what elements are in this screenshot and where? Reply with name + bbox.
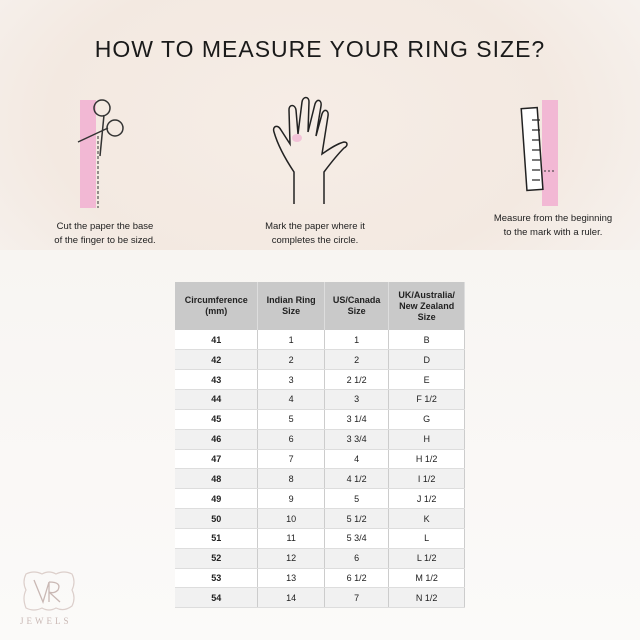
table-cell: 46 (175, 429, 259, 450)
table-cell: 54 (175, 587, 259, 609)
hand-icon (272, 96, 348, 204)
table-cell: L (388, 528, 465, 549)
table-cell: 7 (257, 449, 325, 470)
step-2-caption: Mark the paper where it completes the ci… (240, 220, 390, 248)
column-header: US/Canada Size (324, 282, 390, 330)
table-cell: 3 (257, 369, 325, 391)
caption-line: Cut the paper the base (56, 221, 154, 232)
ruler-icon (520, 100, 558, 206)
table-cell: 44 (175, 389, 259, 410)
table-cell: G (388, 409, 465, 430)
table-cell: 2 1/2 (324, 369, 390, 391)
table-cell: 41 (175, 330, 259, 351)
header-line: Circumference (184, 295, 248, 305)
table-row: 48 8 4 1/2 I 1/2 (175, 468, 465, 490)
table-cell: D (388, 349, 465, 371)
page-title: HOW TO MEASURE YOUR RING SIZE? (94, 36, 546, 62)
header-line: (mm) (205, 306, 228, 316)
table-cell: 14 (257, 587, 325, 609)
table-row: 45 5 3 1/4 G (175, 409, 465, 430)
table-cell: K (388, 508, 465, 529)
table-cell: I 1/2 (388, 468, 465, 490)
caption-line: Measure from the beginning (493, 213, 613, 224)
table-cell: E (388, 369, 465, 391)
table-row: 41 1 1 B (175, 330, 465, 351)
caption-line: completes the circle. (271, 235, 359, 246)
header-line: Indian Ring (266, 295, 316, 305)
table-cell: 2 (257, 349, 325, 371)
table-cell: F 1/2 (388, 389, 465, 410)
table-cell: 5 1/2 (324, 508, 390, 529)
table-cell: 3 (324, 389, 390, 410)
vr-jewels-logo (23, 571, 75, 611)
table-cell: 1 (324, 330, 390, 351)
header-line: Size (282, 306, 301, 316)
table-row: 43 3 2 1/2 E (175, 369, 465, 391)
table-cell: H (388, 429, 465, 450)
table-cell: 43 (175, 369, 259, 391)
table-cell: 48 (175, 468, 259, 490)
logo-text: JEWELS (20, 616, 72, 626)
table-cell: 6 (324, 548, 390, 569)
table-cell: J 1/2 (388, 488, 465, 510)
table-cell: 6 1/2 (324, 568, 390, 589)
table-cell: L 1/2 (388, 548, 465, 569)
table-row: 50 10 5 1/2 K (175, 508, 465, 529)
table-cell: 7 (324, 587, 390, 609)
table-cell: 3 3/4 (324, 429, 390, 450)
table-cell: 9 (257, 488, 325, 510)
table-cell: 4 1/2 (324, 468, 390, 490)
table-row: 51 11 5 3/4 L (175, 528, 465, 549)
table-cell: 13 (257, 568, 325, 589)
table-cell: 3 1/4 (324, 409, 390, 430)
table-row: 49 9 5 J 1/2 (175, 488, 465, 510)
table-row: 44 4 3 F 1/2 (175, 389, 465, 410)
column-header: Circumference (mm) (175, 282, 259, 330)
table-cell: 52 (175, 548, 259, 569)
table-cell: 5 (324, 488, 390, 510)
header-line: UK/Australia/ (398, 289, 455, 300)
table-cell: 5 3/4 (324, 528, 390, 549)
table-cell: 50 (175, 508, 259, 529)
scissors-paper-icon (77, 99, 124, 208)
header-line: New Zealand (399, 300, 455, 311)
table-cell: 12 (257, 548, 325, 569)
table-cell: 6 (257, 429, 325, 450)
table-row: 52 12 6 L 1/2 (175, 548, 465, 569)
table-row: 42 2 2 D (175, 349, 465, 371)
table-cell: 49 (175, 488, 259, 510)
header-line: US/Canada (332, 295, 381, 305)
table-cell: 42 (175, 349, 259, 371)
table-row: 47 7 4 H 1/2 (175, 449, 465, 470)
table-cell: 10 (257, 508, 325, 529)
table-row: 54 14 7 N 1/2 (175, 587, 465, 609)
caption-line: Mark the paper where it (265, 221, 365, 232)
step-1-caption: Cut the paper the base of the finger to … (30, 220, 180, 248)
caption-line: of the finger to be sized. (54, 235, 156, 246)
header-line: Size (347, 306, 366, 316)
table-cell: 53 (175, 568, 259, 589)
table-cell: M 1/2 (388, 568, 465, 589)
column-header: Indian Ring Size (257, 282, 325, 330)
table-row: 53 13 6 1/2 M 1/2 (175, 568, 465, 589)
table-cell: 5 (257, 409, 325, 430)
table-cell: H 1/2 (388, 449, 465, 470)
table-cell: 8 (257, 468, 325, 490)
table-cell: 4 (324, 449, 390, 470)
table-cell: 4 (257, 389, 325, 410)
ring-size-table: Circumference (mm) Indian Ring Size US/Canad… (175, 282, 465, 609)
table-cell: 2 (324, 349, 390, 371)
table-cell: 11 (257, 528, 325, 549)
step-3-caption: Measure from the beginning to the mark w… (478, 212, 628, 240)
table-cell: 1 (257, 330, 325, 351)
table-cell: 51 (175, 528, 259, 549)
header-line: Size (417, 311, 436, 322)
table-cell: N 1/2 (388, 587, 465, 609)
caption-line: to the mark with a ruler. (503, 227, 603, 238)
column-header: UK/Australia/New Zealand Size (388, 282, 465, 330)
table-cell: 45 (175, 409, 259, 430)
table-cell: B (388, 330, 465, 351)
table-row: 46 6 3 3/4 H (175, 429, 465, 450)
table-cell: 47 (175, 449, 259, 470)
